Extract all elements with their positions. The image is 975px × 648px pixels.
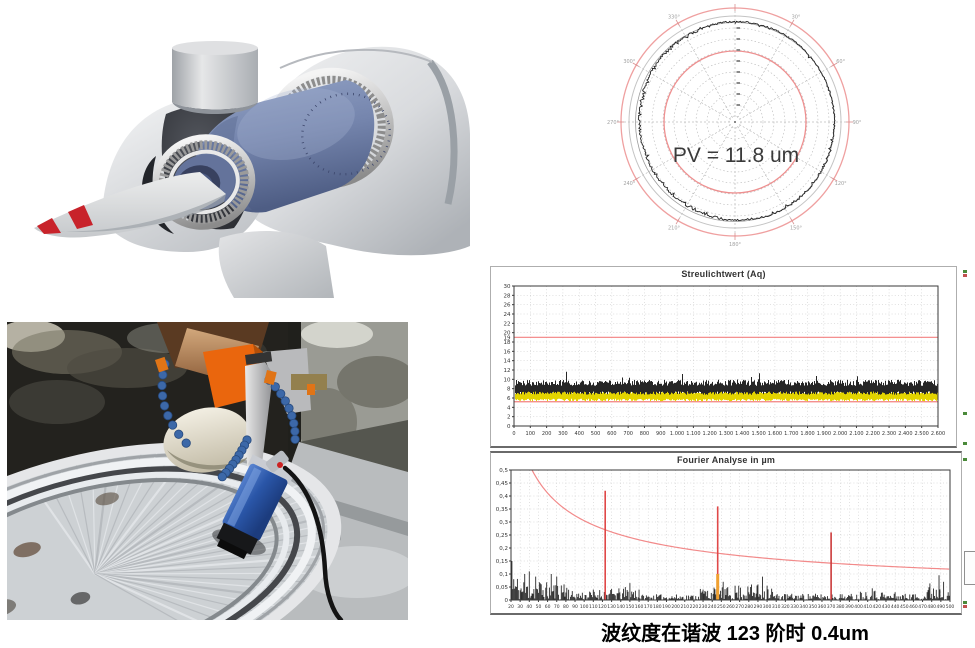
sensor-connector (265, 450, 289, 473)
streulicht-chart-canvas (492, 280, 957, 446)
coolant-hoses (157, 359, 300, 482)
window-edge-artifact (963, 270, 967, 273)
window-edge-artifact (963, 601, 967, 604)
window-edge-artifact (963, 274, 967, 277)
disc-stains (7, 492, 119, 617)
hub-bearing-3d-render (28, 6, 472, 298)
streulicht-chart-title: Streulichtwert (Aq) (681, 269, 766, 279)
left-blade (34, 172, 226, 238)
lower-blade (218, 231, 334, 298)
blue-sensor (216, 454, 295, 560)
pv-annotation: PV = 11.8 um (672, 144, 800, 167)
clamp-lever (245, 362, 273, 472)
main-shaft (196, 80, 391, 213)
blade-tip-stripe (37, 218, 61, 234)
red-indicator (277, 462, 283, 468)
fourier-chart-panel: Fourier Analyse in µm (490, 451, 962, 616)
tower-cylinder (172, 41, 258, 114)
window-edge-box (964, 551, 975, 585)
blade-tip-stripe (68, 205, 93, 229)
window-edge-artifact (963, 442, 967, 445)
window-edge-artifact (963, 605, 967, 608)
roundness-polar-plot: PV = 11.8 um (580, 2, 892, 248)
machine-photo-graphic (7, 322, 408, 620)
fourier-chart-title: Fourier Analyse in µm (676, 455, 776, 465)
window-edge-artifact (963, 412, 967, 415)
hub-interior-shadow (142, 156, 174, 234)
machine-measurement-photo (7, 322, 408, 620)
ivory-dome (163, 407, 251, 473)
streulicht-chart-panel: Streulichtwert (Aq) (490, 266, 957, 448)
sensor-cable (282, 465, 344, 620)
hub-render-graphic (34, 41, 470, 298)
roundness-polar-canvas (580, 2, 892, 248)
caption-text: 波纹度在谐波 123 阶时 0.4um (601, 623, 869, 645)
fourier-chart-canvas (492, 466, 962, 616)
turntable-disc (7, 442, 342, 620)
spindle-assembly (155, 322, 327, 482)
window-edge-artifact (963, 458, 967, 461)
